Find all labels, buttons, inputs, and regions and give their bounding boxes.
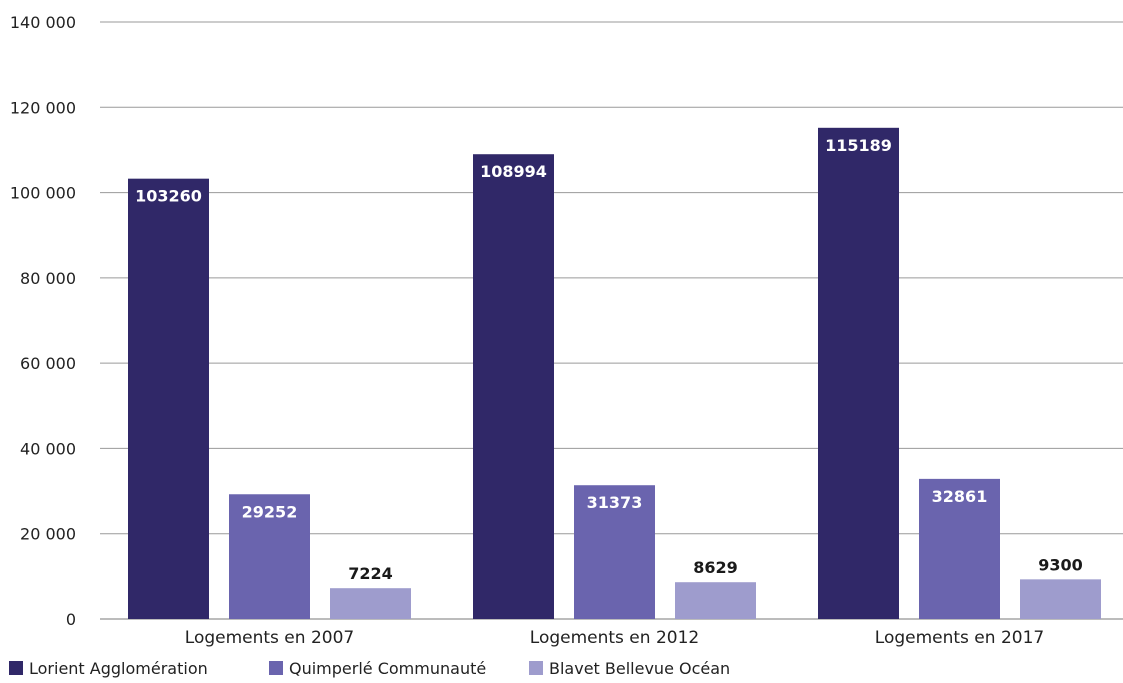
legend-label: Blavet Bellevue Océan xyxy=(549,659,730,678)
legend-label: Lorient Agglomération xyxy=(29,659,208,678)
bar xyxy=(1020,579,1101,619)
x-category-label: Logements en 2012 xyxy=(530,628,699,648)
bar-value-label: 31373 xyxy=(587,493,643,512)
bar-value-label: 103260 xyxy=(135,187,202,206)
y-tick-label: 120 000 xyxy=(10,98,76,117)
y-tick-label: 80 000 xyxy=(20,269,76,288)
y-tick-label: 140 000 xyxy=(10,13,76,32)
legend-swatch xyxy=(9,661,23,675)
bar-value-label: 108994 xyxy=(480,162,547,181)
legend-swatch xyxy=(269,661,283,675)
x-category-label: Logements en 2007 xyxy=(185,628,354,648)
bar xyxy=(574,485,655,619)
bar xyxy=(919,478,1000,619)
bar-value-label: 115189 xyxy=(825,136,892,155)
y-axis-tick-labels: 0 20 000 40 000 60 000 80 000 100 000 120 000 1… xyxy=(10,13,76,629)
bars xyxy=(128,127,1101,619)
y-tick-label: 20 000 xyxy=(20,525,76,544)
x-axis-category-labels: Logements en 2007 Logements en 2012 Logeme… xyxy=(185,628,1044,648)
y-tick-label: 40 000 xyxy=(20,439,76,458)
y-tick-label: 60 000 xyxy=(20,354,76,373)
x-category-label: Logements en 2017 xyxy=(875,628,1044,648)
bar xyxy=(818,127,899,619)
legend-item: Quimperlé Communauté xyxy=(269,659,486,678)
bar-value-label: 9300 xyxy=(1038,555,1083,574)
bar-value-labels: 103260 29252 7224 108994 31373 8629 115189 3286… xyxy=(135,136,1083,583)
legend-item: Lorient Agglomération xyxy=(9,659,208,678)
bar-value-label: 8629 xyxy=(693,558,738,577)
bar-value-label: 32861 xyxy=(932,487,988,506)
y-tick-label: 0 xyxy=(66,610,76,629)
legend: Lorient Agglomération Quimperlé Communaut… xyxy=(9,659,730,678)
y-tick-label: 100 000 xyxy=(10,184,76,203)
bar-value-label: 7224 xyxy=(348,564,393,583)
legend-item: Blavet Bellevue Océan xyxy=(529,659,730,678)
bar xyxy=(229,494,310,619)
bar xyxy=(330,588,411,619)
bar xyxy=(675,582,756,619)
bar xyxy=(473,154,554,619)
bar-value-label: 29252 xyxy=(242,502,298,521)
legend-label: Quimperlé Communauté xyxy=(289,659,486,678)
bar xyxy=(128,178,209,619)
legend-swatch xyxy=(529,661,543,675)
